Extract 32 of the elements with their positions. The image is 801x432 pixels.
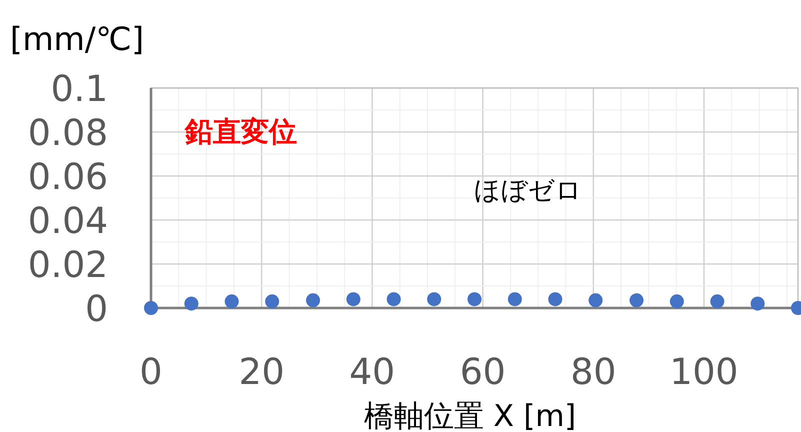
point [265, 294, 280, 308]
point [630, 293, 644, 308]
point [144, 301, 158, 315]
x-tick-label: 80 [570, 352, 616, 393]
x-tick-label: 100 [670, 352, 738, 393]
point [224, 294, 239, 308]
point [184, 296, 198, 311]
annotation: 鉛直変位 [184, 115, 297, 148]
y-tick-label: 0 [85, 289, 108, 330]
y-tick-label: 0.06 [28, 157, 108, 198]
point [670, 294, 684, 308]
x-tick-label: 0 [140, 352, 162, 393]
x-tick-label: 20 [238, 352, 285, 393]
point [508, 292, 522, 306]
point [427, 292, 442, 306]
annotation: ほぼゼロ [474, 176, 582, 206]
point [710, 294, 724, 308]
y-tick-label: 0.02 [28, 245, 108, 286]
y-axis-title: [mm/℃] [10, 20, 144, 58]
point [750, 296, 765, 311]
point [588, 293, 603, 308]
point [346, 292, 360, 306]
y-tick-label: 0.1 [50, 69, 108, 110]
y-tick-label: 0.08 [28, 113, 108, 154]
x-tick-label: 40 [349, 352, 396, 393]
point [306, 293, 320, 308]
x-tick-label: 60 [460, 352, 506, 393]
y-tick-label: 0.04 [28, 201, 108, 242]
point [468, 292, 482, 306]
point [386, 292, 401, 306]
x-axis-title: 橋軸位置 X [m] [364, 399, 576, 432]
point [548, 292, 562, 306]
